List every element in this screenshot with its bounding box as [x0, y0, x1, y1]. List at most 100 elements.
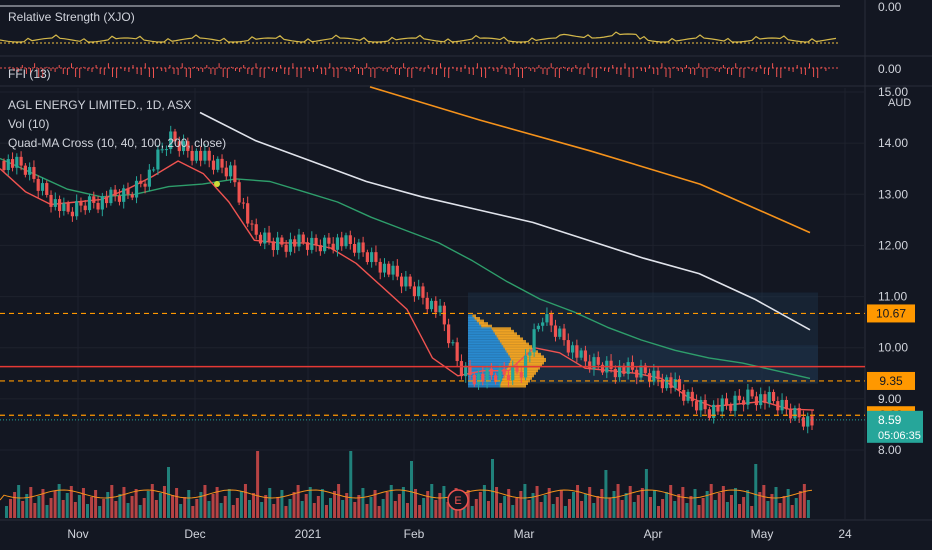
ma-legend[interactable]: Quad-MA Cross (10, 40, 100, 200, close)	[8, 136, 227, 150]
volume-profile-bar	[504, 373, 534, 378]
last-price-tag	[867, 410, 923, 443]
volume-bar	[750, 506, 754, 518]
volume-bar	[466, 490, 470, 518]
volume-bar	[507, 489, 511, 518]
candle-body	[622, 365, 626, 374]
volume-bar	[673, 501, 677, 518]
volume-bar	[474, 499, 478, 518]
candle-body	[75, 201, 79, 217]
volume-bar	[357, 495, 361, 518]
candle-body	[639, 365, 643, 378]
symbol-legend[interactable]: AGL ENERGY LIMITED., 1D, ASX	[8, 98, 192, 112]
volume-bar	[276, 497, 280, 518]
y-tick-label: 13.00	[878, 187, 908, 201]
volume-bar	[9, 499, 13, 518]
candle-body	[618, 365, 622, 378]
candle-body	[408, 276, 412, 287]
candle-body	[87, 196, 92, 211]
candle-body	[583, 350, 588, 362]
volume-bar	[794, 498, 798, 518]
volume-bar	[243, 484, 247, 518]
candle-body	[613, 368, 617, 378]
x-tick-label: Apr	[644, 527, 663, 541]
volume-bar	[709, 484, 713, 518]
candle-body	[271, 241, 275, 251]
volume-bar	[551, 504, 555, 518]
candle-body	[36, 178, 40, 191]
candle-body	[579, 350, 583, 358]
x-tick-label: Feb	[404, 527, 425, 541]
candle-body	[280, 237, 284, 245]
volume-bar	[422, 498, 426, 518]
candle-body	[682, 389, 686, 401]
candle-body	[263, 232, 267, 244]
volume-bar	[300, 501, 304, 518]
volume-profile-bar	[468, 314, 473, 319]
candle-body	[117, 195, 122, 202]
candle-body	[134, 180, 139, 198]
volume-bar	[515, 498, 519, 518]
candle-body	[806, 416, 810, 427]
volume-bar	[94, 490, 98, 518]
volume-profile-bar	[510, 357, 546, 362]
candle-body	[378, 261, 382, 273]
candle-body	[139, 180, 143, 184]
volume-bar	[361, 488, 365, 518]
volume-bar	[377, 506, 381, 518]
candle-body	[703, 399, 707, 410]
candle-body	[793, 408, 797, 419]
y-tick-label: 12.00	[878, 238, 908, 252]
volume-bar	[665, 492, 669, 518]
volume-bar	[138, 505, 142, 518]
rs-indicator-label[interactable]: Relative Strength (XJO)	[8, 10, 135, 24]
volume-bar	[389, 485, 393, 518]
ffi-indicator-label[interactable]: FFI (13)	[8, 67, 51, 81]
volume-profile-bar	[468, 337, 499, 342]
volume-bar	[478, 492, 482, 518]
candle-body	[331, 243, 335, 250]
candle-body	[216, 158, 220, 170]
y-tick-label: 15.00	[878, 85, 908, 99]
volume-bar	[555, 497, 559, 518]
candle-body	[647, 373, 652, 382]
volume-bar	[268, 488, 272, 518]
ma-200-line	[369, 86, 811, 234]
volume-bar	[227, 489, 231, 518]
candle-body	[109, 189, 113, 204]
candle-body	[600, 364, 605, 373]
candle-body	[712, 404, 716, 418]
candle-body	[588, 361, 592, 370]
volume-profile-bar	[468, 357, 511, 362]
candle-body	[57, 199, 62, 212]
candle-body	[626, 362, 630, 374]
volume-bar	[320, 489, 324, 518]
volume-bar	[624, 493, 628, 518]
volume-profile-bar	[506, 368, 538, 373]
volume-bar	[365, 504, 369, 518]
volume-legend[interactable]: Vol (10)	[8, 117, 50, 131]
candle-body	[801, 417, 806, 427]
candle-body	[177, 141, 181, 152]
volume-bar	[33, 503, 37, 518]
candle-body	[70, 211, 75, 217]
candle-body	[28, 167, 32, 175]
volume-profile-bar	[468, 317, 475, 322]
candle-body	[147, 169, 151, 187]
candle-body	[434, 300, 438, 313]
candle-body	[652, 370, 656, 382]
candle-body	[665, 377, 669, 389]
candle-body	[224, 167, 228, 177]
volume-bar	[252, 493, 256, 518]
candle-body	[399, 276, 404, 287]
volume-bar	[260, 502, 264, 518]
volume-profile-bar	[491, 327, 511, 332]
candle-body	[694, 401, 699, 411]
volume-bar	[106, 492, 110, 518]
volume-profile-bar	[468, 355, 510, 360]
candle-body	[494, 375, 498, 382]
volume-bar	[41, 489, 45, 518]
volume-bar	[288, 499, 292, 518]
ffi-axis-value: 0.00	[878, 62, 902, 76]
